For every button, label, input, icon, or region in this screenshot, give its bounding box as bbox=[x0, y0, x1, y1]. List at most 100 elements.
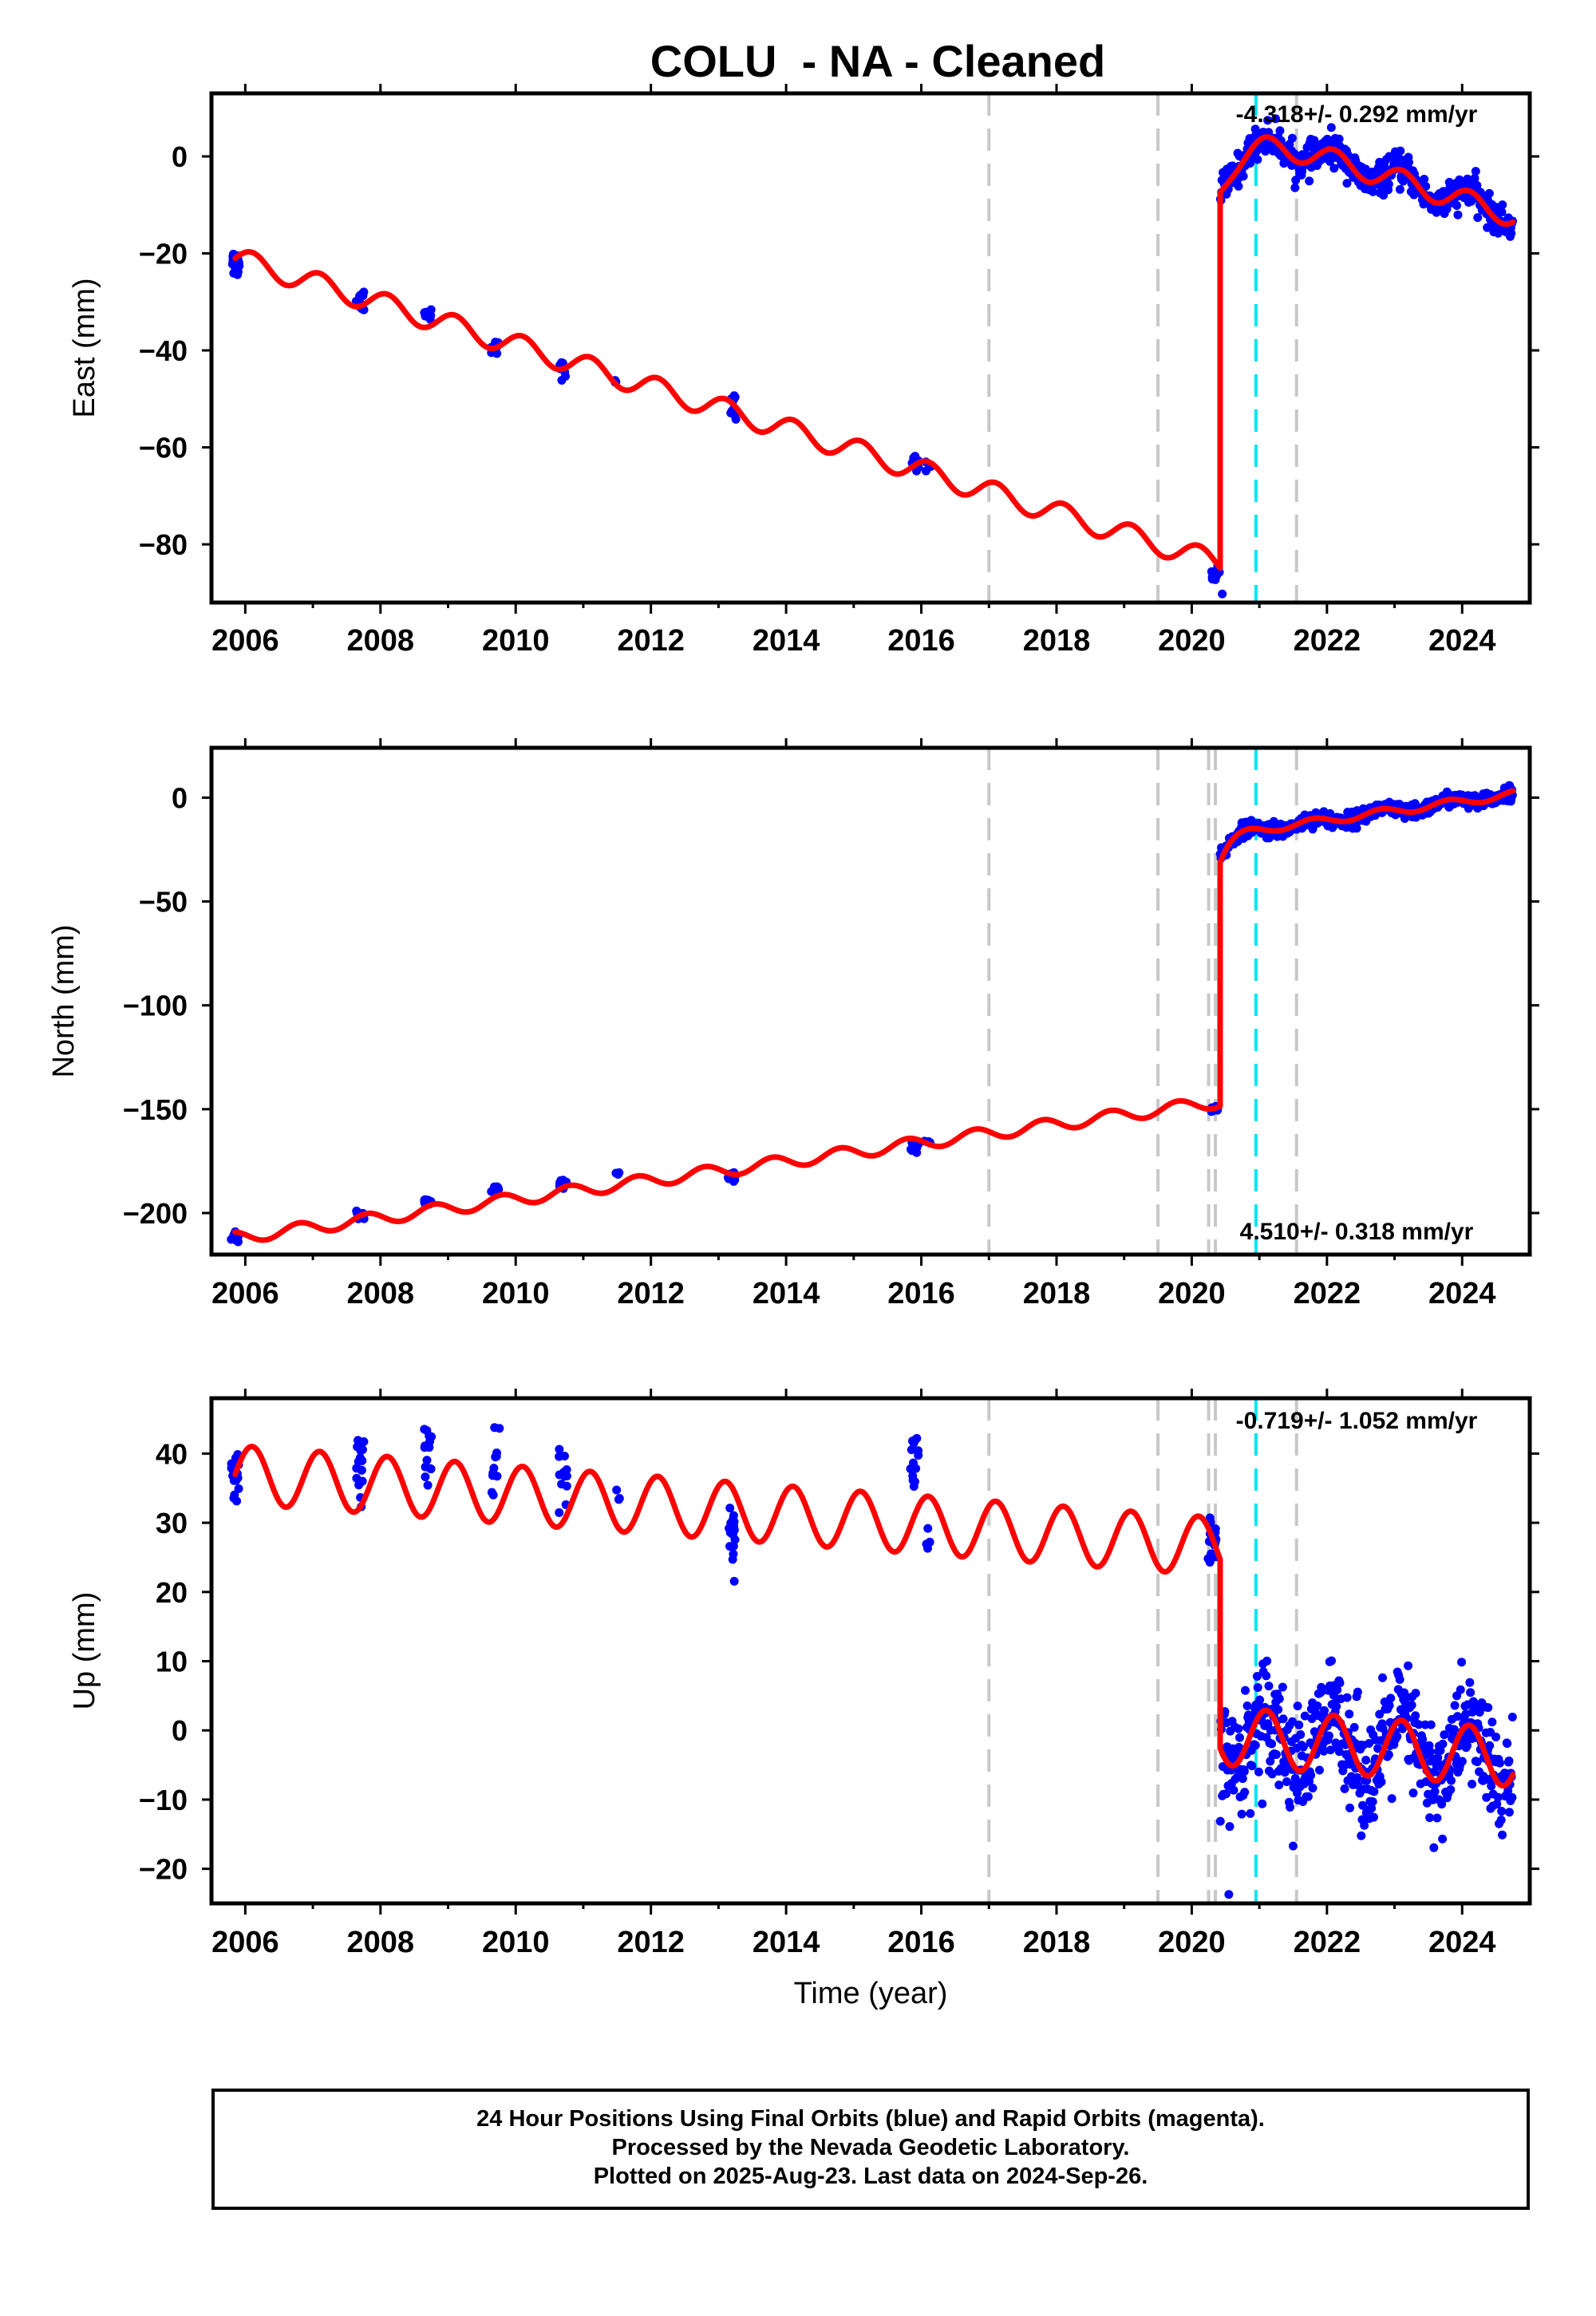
observation-point bbox=[1218, 589, 1227, 599]
observation-point bbox=[1255, 1695, 1265, 1705]
rate-label: -4.318+/- 0.292 mm/yr bbox=[1236, 101, 1478, 128]
observation-point bbox=[1242, 1701, 1252, 1711]
observation-point bbox=[492, 1448, 501, 1458]
observation-point bbox=[1393, 1732, 1402, 1741]
observation-point bbox=[1239, 1767, 1249, 1777]
y-tick-label: 30 bbox=[156, 1507, 188, 1539]
x-tick-label: 2006 bbox=[211, 1926, 279, 1959]
x-axis-label: Time (year) bbox=[794, 1977, 948, 2010]
observation-point bbox=[555, 1470, 564, 1480]
observation-point bbox=[1261, 146, 1270, 156]
observation-point bbox=[907, 1445, 916, 1455]
observation-point bbox=[1360, 1820, 1369, 1830]
observation-point bbox=[1456, 1685, 1465, 1694]
x-tick-label: 2008 bbox=[347, 624, 415, 658]
y-tick-label: 10 bbox=[156, 1646, 188, 1678]
observation-point bbox=[1425, 1747, 1435, 1757]
observation-point bbox=[1293, 1701, 1302, 1711]
observation-point bbox=[421, 1462, 430, 1472]
observation-point bbox=[1495, 1758, 1505, 1768]
x-tick-label: 2014 bbox=[753, 1926, 820, 1959]
x-tick-label: 2024 bbox=[1428, 1926, 1496, 1959]
observation-point bbox=[354, 1442, 364, 1452]
x-tick-label: 2018 bbox=[1023, 1926, 1091, 1959]
observation-point bbox=[1365, 1739, 1374, 1749]
observation-point bbox=[1497, 1807, 1507, 1816]
observation-point bbox=[1421, 181, 1431, 191]
observation-point bbox=[1426, 1720, 1436, 1729]
observation-point bbox=[1384, 180, 1393, 189]
page-title: COLU - NA - Cleaned bbox=[650, 36, 1106, 86]
observation-point bbox=[423, 1480, 433, 1490]
observation-point bbox=[1361, 164, 1370, 174]
observation-point bbox=[1319, 1746, 1329, 1756]
observation-point bbox=[1450, 1701, 1460, 1710]
observation-point bbox=[234, 1484, 243, 1493]
observation-point bbox=[1449, 1725, 1459, 1734]
observation-point bbox=[729, 1576, 739, 1586]
observation-point bbox=[421, 1472, 430, 1482]
observation-point bbox=[1361, 1755, 1371, 1765]
observation-point bbox=[1430, 1787, 1440, 1796]
observation-point bbox=[1369, 187, 1378, 196]
observation-point bbox=[1274, 1780, 1284, 1790]
observation-point bbox=[1238, 1774, 1247, 1784]
observation-point bbox=[1345, 1709, 1354, 1719]
rate-label: 4.510+/- 0.318 mm/yr bbox=[1240, 1219, 1474, 1245]
observation-point bbox=[612, 1485, 622, 1495]
observation-point bbox=[1452, 200, 1462, 210]
x-tick-label: 2022 bbox=[1294, 1926, 1361, 1959]
y-axis-label: North (mm) bbox=[47, 924, 81, 1077]
observation-point bbox=[729, 1517, 739, 1527]
info-box: 24 Hour Positions Using Final Orbits (bl… bbox=[211, 2089, 1530, 2210]
model-curve bbox=[232, 788, 1516, 1243]
observation-point bbox=[729, 1176, 738, 1186]
observation-point bbox=[1457, 1658, 1467, 1667]
observation-point bbox=[355, 1453, 365, 1463]
y-axis-label: East (mm) bbox=[68, 278, 101, 417]
observation-point bbox=[234, 258, 243, 267]
observation-point bbox=[1435, 1760, 1444, 1769]
observation-point bbox=[1377, 1777, 1386, 1787]
observation-point bbox=[1504, 1756, 1514, 1765]
observation-point bbox=[1240, 1686, 1250, 1695]
x-tick-label: 2008 bbox=[347, 1926, 415, 1959]
observation-point bbox=[557, 376, 567, 385]
observation-point bbox=[614, 1495, 623, 1504]
y-tick-label: −60 bbox=[139, 432, 188, 464]
x-tick-label: 2024 bbox=[1428, 1277, 1496, 1310]
observation-point bbox=[1483, 1703, 1493, 1713]
x-tick-label: 2022 bbox=[1294, 1277, 1361, 1310]
observation-point bbox=[1262, 1671, 1271, 1681]
observation-point bbox=[1395, 184, 1404, 194]
observation-point bbox=[1453, 210, 1463, 219]
y-tick-label: −10 bbox=[139, 1784, 188, 1816]
info-line-2: Processed by the Nevada Geodetic Laborat… bbox=[611, 2135, 1130, 2160]
observation-point bbox=[1429, 1843, 1439, 1852]
y-axis-label: Up (mm) bbox=[68, 1592, 101, 1710]
observation-point bbox=[1246, 1808, 1255, 1818]
observation-point bbox=[1303, 1792, 1313, 1801]
observation-point bbox=[1487, 1717, 1497, 1727]
observation-point bbox=[1411, 1711, 1420, 1721]
observation-point bbox=[1496, 1815, 1506, 1824]
observation-point bbox=[229, 268, 239, 278]
observation-point bbox=[357, 290, 366, 299]
plot-frame bbox=[209, 1396, 1532, 1906]
observation-point bbox=[1507, 1713, 1517, 1722]
observation-point bbox=[729, 1549, 738, 1559]
observation-point bbox=[729, 1525, 739, 1535]
observation-point bbox=[1333, 1686, 1342, 1695]
x-tick-label: 2008 bbox=[347, 1277, 415, 1310]
observation-point bbox=[1290, 183, 1300, 192]
x-tick-label: 2018 bbox=[1023, 1277, 1091, 1310]
y-tick-label: 40 bbox=[156, 1437, 188, 1470]
y-tick-label: −20 bbox=[139, 238, 188, 271]
observation-point bbox=[1335, 1678, 1345, 1688]
observation-point bbox=[1327, 1656, 1337, 1666]
observation-point bbox=[1253, 1682, 1262, 1692]
observation-point bbox=[1300, 1711, 1310, 1721]
observation-point bbox=[1368, 1796, 1377, 1806]
observation-point bbox=[1492, 1800, 1502, 1809]
